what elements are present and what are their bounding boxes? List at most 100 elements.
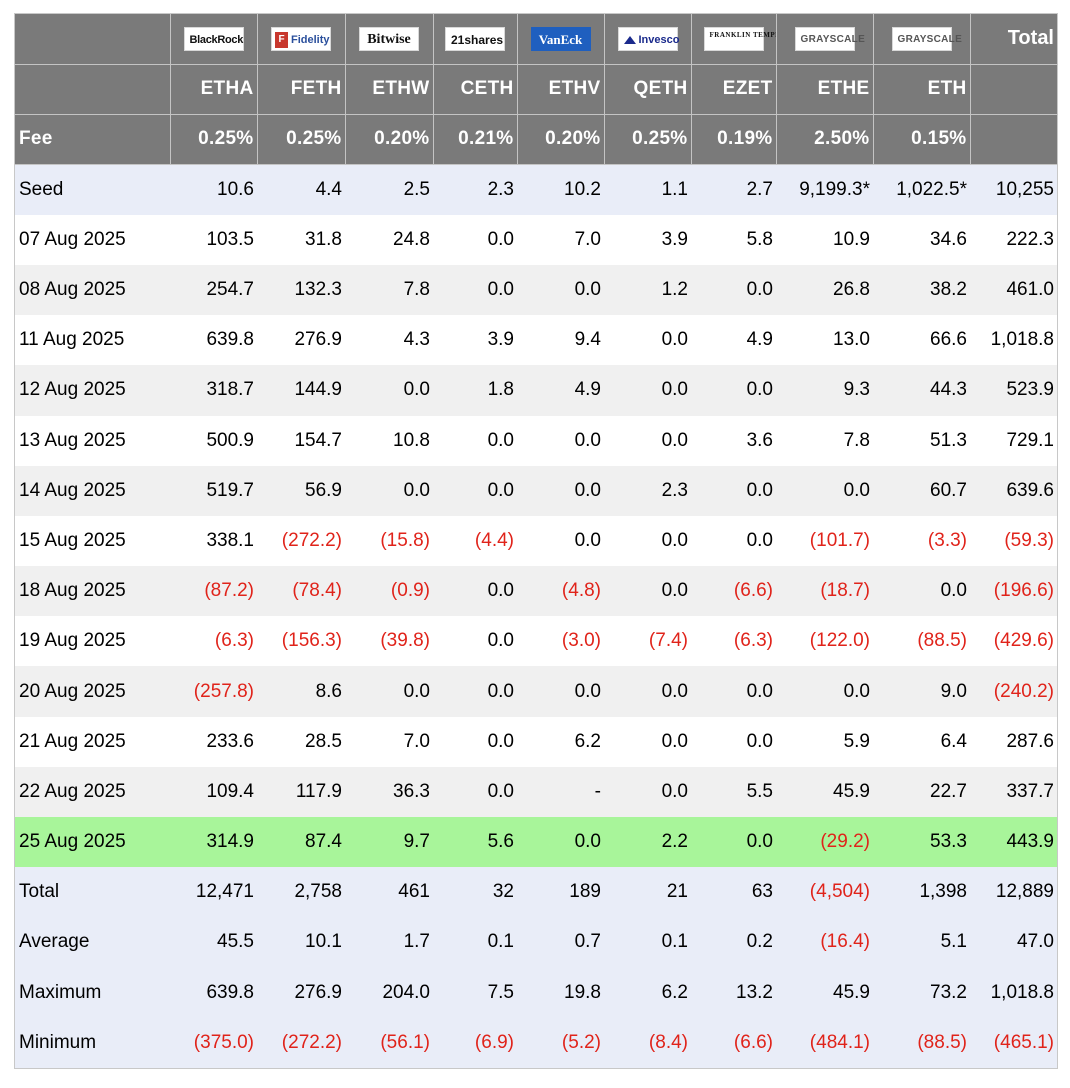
flow-cell: 0.0 [345,666,433,717]
issuer-cell: BlackRock [170,14,258,65]
flow-cell: 103.5 [170,214,257,265]
stat-cell: 2,758 [257,867,345,918]
flow-cell: 0.0 [604,365,691,416]
flow-cell: 0.0 [433,264,517,316]
flow-cell: (78.4) [257,566,345,617]
stat-cell: (56.1) [345,1017,433,1068]
stat-cell: (6.6) [691,1017,776,1068]
flow-cell: 0.0 [691,465,776,516]
flow-cell: (122.0) [776,616,873,667]
flow-cell: (0.9) [345,566,433,617]
flow-cell: (39.8) [345,616,433,667]
flow-cell: 1.2 [604,264,691,316]
row-label: 22 Aug 2025 [15,766,170,817]
flow-total-cell: 10,255 [970,164,1057,215]
flow-cell: 0.0 [691,716,776,767]
flow-cell: 0.0 [604,566,691,617]
flow-cell: (3.3) [873,515,970,567]
flow-cell: 2.2 [604,817,691,868]
daily-flow-row: 20 Aug 2025 (257.8) 8.6 0.0 0.0 0.0 0.0 … [15,666,1057,717]
row-label: 25 Aug 2025 [15,817,170,868]
flow-cell: 0.0 [691,264,776,316]
flow-cell: 0.0 [433,415,517,466]
stat-cell: 0.1 [433,917,517,968]
flow-cell: 314.9 [170,817,257,868]
total-column-header: Total [970,14,1057,65]
flow-cell: 338.1 [170,515,257,567]
flow-cell: 0.0 [604,766,691,817]
invesco-mountain-icon [623,35,636,44]
stat-cell: 32 [433,867,517,918]
flow-cell: 44.3 [873,365,970,416]
flow-cell: 13.0 [776,315,873,366]
summary-total-row: Total 12,471 2,758 461 32 189 21 63 (4,5… [15,867,1057,918]
flow-cell: 36.3 [345,766,433,817]
flow-cell: 0.0 [517,817,604,868]
flow-cell: 56.9 [257,465,345,516]
flow-cell: 31.8 [257,214,345,265]
fidelity-logo-text: Fidelity [291,33,330,46]
issuer-cell: GRAYSCALE [873,14,971,65]
issuer-cell: GRAYSCALE [776,14,874,65]
flow-cell: 0.0 [517,264,604,316]
flow-cell: 0.0 [691,515,776,567]
flow-total-cell: 639.6 [970,465,1057,516]
flow-total-cell: 337.7 [970,766,1057,817]
stat-cell: 21 [604,867,691,918]
issuer-cell: Bitwise [345,14,434,65]
issuer-cell: Invesco [604,14,692,65]
flow-total-cell: (59.3) [970,515,1057,567]
blackrock-logo: BlackRock [183,26,244,51]
row-label: 15 Aug 2025 [15,515,170,567]
flow-cell: 0.0 [604,415,691,466]
fee-total-cell [970,114,1057,166]
grayscale-logo: GRAYSCALE [794,26,865,51]
flow-cell: 4.9 [691,315,776,366]
issuer-cell: VanEck [517,14,605,65]
row-label: 19 Aug 2025 [15,616,170,667]
fee-value: 0.21% [433,114,518,166]
stat-cell: 276.9 [257,967,345,1018]
daily-flow-row: 18 Aug 2025 (87.2) (78.4) (0.9) 0.0 (4.8… [15,566,1057,617]
flow-cell: 639.8 [170,315,257,366]
flow-cell: (6.3) [170,616,257,667]
issuer-cell: 21shares [433,14,518,65]
stat-cell: 1,398 [873,867,970,918]
daily-flow-row: 15 Aug 2025 338.1 (272.2) (15.8) (4.4) 0… [15,515,1057,567]
flow-cell: 7.8 [345,264,433,316]
flow-cell: 3.9 [604,214,691,265]
flow-cell: 0.0 [776,666,873,717]
flow-cell: 5.5 [691,766,776,817]
flow-cell: 22.7 [873,766,970,817]
flow-total-cell: (240.2) [970,666,1057,717]
fee-value: 0.25% [170,114,258,166]
stat-cell: 5.1 [873,917,970,968]
stat-total-cell: (465.1) [970,1017,1057,1068]
seed-row: Seed 10.6 4.4 2.5 2.3 10.2 1.1 2.7 9,199… [15,164,1057,215]
flow-cell: 9.7 [345,817,433,868]
row-label: Seed [15,164,170,215]
flow-cell: (88.5) [873,616,970,667]
flow-cell: 28.5 [257,716,345,767]
flow-cell: 34.6 [873,214,970,265]
flow-cell: (6.3) [691,616,776,667]
flow-cell: - [517,766,604,817]
corner-cell [15,14,171,65]
21shares-logo: 21shares [445,26,505,51]
flow-cell: 0.0 [345,365,433,416]
ticker-header: ETHV [517,64,605,115]
stat-cell: 45.9 [776,967,873,1018]
flow-cell: 0.0 [517,666,604,717]
flow-total-cell: (196.6) [970,566,1057,617]
daily-flow-row: 07 Aug 2025 103.5 31.8 24.8 0.0 7.0 3.9 … [15,214,1057,265]
flow-cell: 26.8 [776,264,873,316]
flow-cell: 0.0 [604,315,691,366]
stat-total-cell: 1,018.8 [970,967,1057,1018]
stat-cell: 204.0 [345,967,433,1018]
summary-minimum-row: Minimum (375.0) (272.2) (56.1) (6.9) (5.… [15,1017,1057,1068]
issuer-cell: F Fidelity [257,14,346,65]
flow-cell: (156.3) [257,616,345,667]
bitwise-logo: Bitwise [359,26,419,51]
flow-cell: (101.7) [776,515,873,567]
flow-cell: 87.4 [257,817,345,868]
